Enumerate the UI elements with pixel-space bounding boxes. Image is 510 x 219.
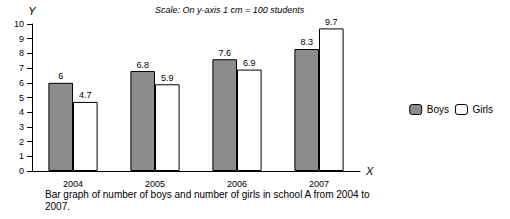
svg-text:0: 0 <box>19 166 24 176</box>
svg-text:Girls: Girls <box>472 104 493 115</box>
svg-text:7: 7 <box>19 63 24 73</box>
svg-text:2006: 2006 <box>227 179 247 189</box>
svg-text:Scale: On y-axis 1 cm = 100 st: Scale: On y-axis 1 cm = 100 students <box>155 5 305 15</box>
svg-text:8: 8 <box>19 48 24 58</box>
svg-text:Boys: Boys <box>427 104 449 115</box>
svg-text:5: 5 <box>19 93 24 103</box>
svg-text:2005: 2005 <box>145 179 165 189</box>
svg-text:6.8: 6.8 <box>136 60 149 70</box>
svg-text:Bar graph of number of boys an: Bar graph of number of boys and number o… <box>45 189 372 200</box>
svg-text:Y: Y <box>28 5 36 17</box>
svg-text:2004: 2004 <box>63 179 83 189</box>
svg-text:2: 2 <box>19 137 24 147</box>
svg-text:10: 10 <box>14 19 24 29</box>
svg-text:2007: 2007 <box>309 179 329 189</box>
svg-text:2007.: 2007. <box>45 201 70 212</box>
svg-text:5.9: 5.9 <box>161 73 174 83</box>
svg-text:7.6: 7.6 <box>218 48 231 58</box>
svg-text:1: 1 <box>19 151 24 161</box>
svg-text:6.9: 6.9 <box>243 58 256 68</box>
svg-text:9: 9 <box>19 34 24 44</box>
svg-text:X: X <box>365 165 374 177</box>
svg-text:4: 4 <box>19 107 24 117</box>
svg-text:8.3: 8.3 <box>300 37 313 47</box>
svg-text:3: 3 <box>19 122 24 132</box>
svg-text:9.7: 9.7 <box>325 17 338 27</box>
svg-text:6: 6 <box>19 78 24 88</box>
svg-text:6: 6 <box>58 71 63 81</box>
svg-text:4.7: 4.7 <box>79 90 92 100</box>
